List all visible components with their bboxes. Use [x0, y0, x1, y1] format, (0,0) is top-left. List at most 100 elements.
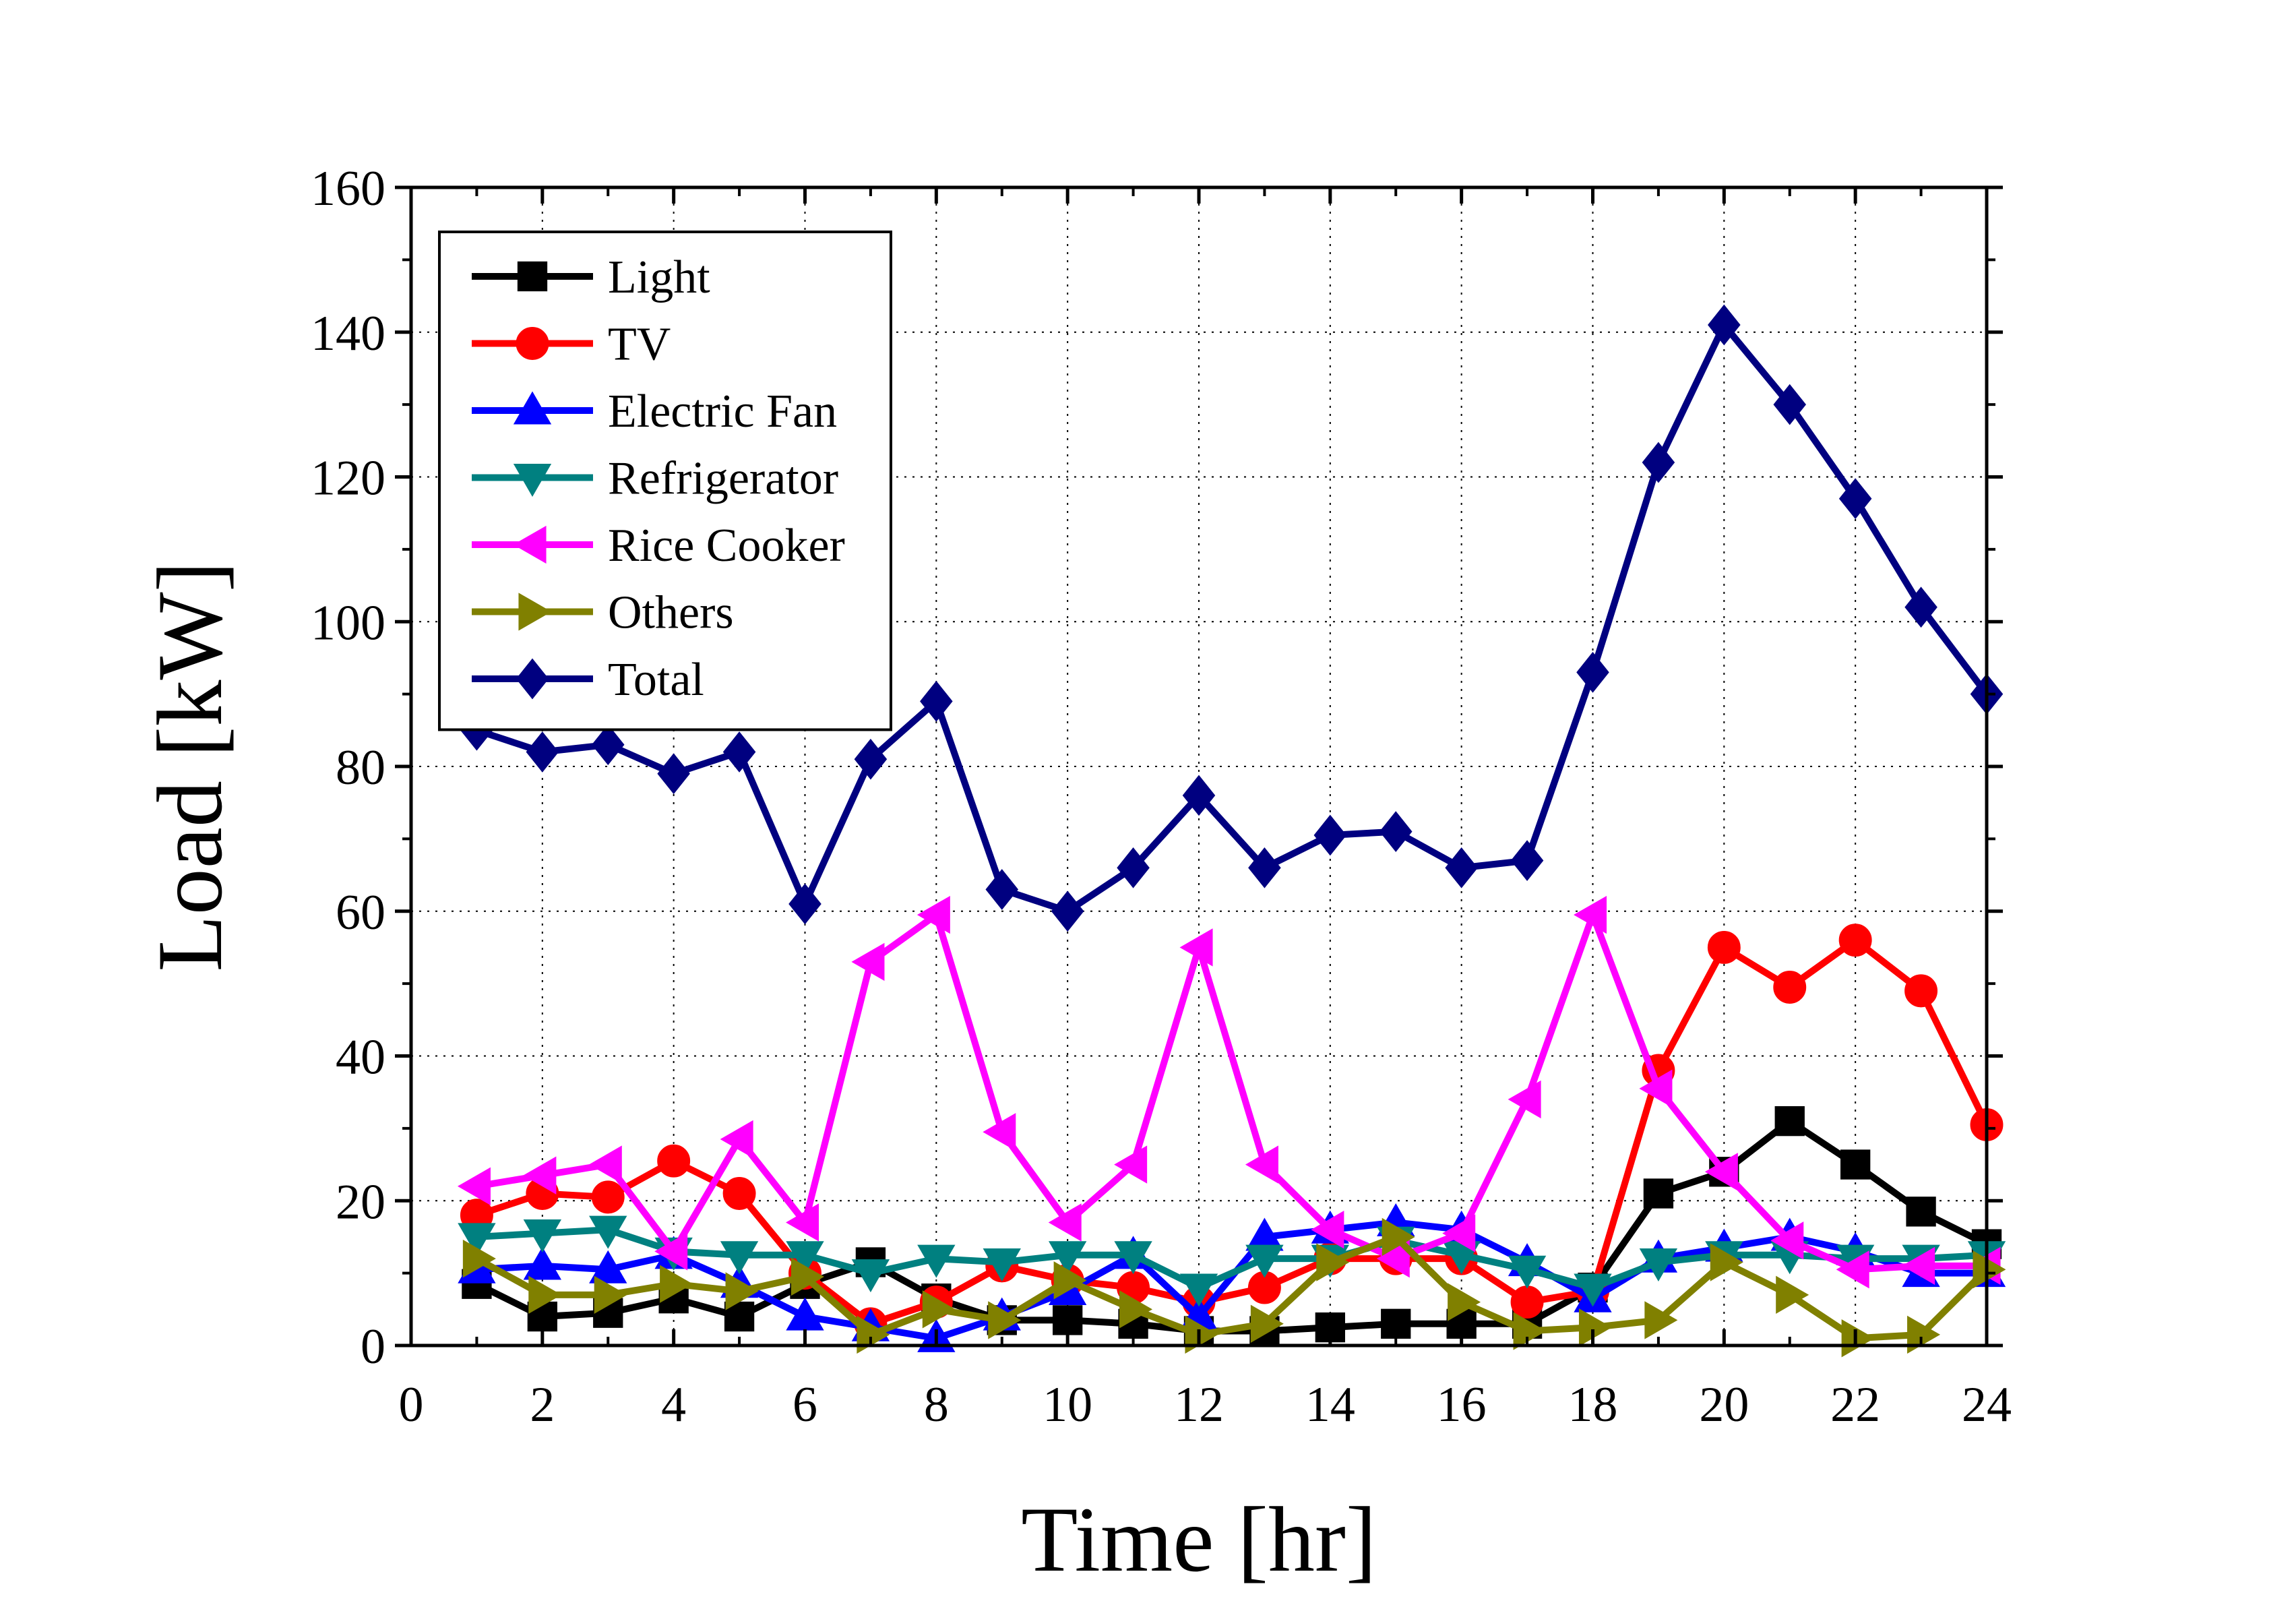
data-point-others	[1578, 1308, 1612, 1347]
legend-label: Total	[608, 654, 704, 706]
data-point-others	[1382, 1217, 1415, 1257]
data-point-others	[594, 1275, 627, 1314]
data-point-tv	[1773, 971, 1807, 1004]
data-point-refrigerator	[917, 1244, 956, 1278]
legend-item-tv: TV	[472, 319, 671, 371]
legend-item-rice-cooker: Rice Cooker	[472, 520, 845, 572]
data-point-total	[1904, 586, 1937, 628]
legend-label: Others	[608, 587, 734, 639]
data-point-rice-cooker	[1376, 1239, 1410, 1278]
data-point-total	[657, 753, 690, 795]
x-tick-label: 4	[661, 1377, 686, 1432]
data-point-rice-cooker	[1442, 1214, 1476, 1252]
data-point-light	[1840, 1149, 1871, 1180]
data-point-total	[526, 731, 559, 773]
data-point-total	[1642, 442, 1675, 483]
x-tick-label: 2	[530, 1377, 555, 1432]
legend-item-refrigerator: Refrigerator	[472, 453, 838, 505]
y-tick-label: 0	[361, 1319, 385, 1374]
data-point-rice-cooker	[1770, 1221, 1804, 1260]
x-tick-label: 20	[1699, 1377, 1749, 1432]
x-tick-label: 16	[1437, 1377, 1487, 1432]
legend-label: Refrigerator	[608, 453, 838, 505]
data-point-total	[1182, 775, 1216, 816]
data-point-total	[854, 738, 888, 780]
axes: 0 2 4 6 8 10 12 14 16 18 20 22 240204060801001201401…	[311, 161, 2012, 1432]
legend-item-others: Others	[472, 587, 734, 639]
data-point-total	[1510, 840, 1544, 881]
x-tick-label: 14	[1305, 1377, 1355, 1432]
data-point-rice-cooker	[1179, 928, 1213, 967]
data-point-rice-cooker	[1639, 1069, 1673, 1108]
data-point-rice-cooker	[1311, 1211, 1344, 1249]
y-tick-label: 40	[336, 1030, 385, 1085]
data-point-refrigerator	[1245, 1244, 1284, 1278]
data-point-total	[591, 724, 625, 766]
data-point-tv	[591, 1180, 625, 1214]
x-tick-label: 8	[924, 1377, 949, 1432]
data-point-others	[1907, 1315, 1941, 1354]
data-point-total	[1838, 478, 1872, 520]
data-point-tv	[1510, 1286, 1544, 1319]
data-point-others	[1185, 1315, 1218, 1354]
data-point-others	[1710, 1243, 1743, 1281]
legend-marker-rice-cooker	[513, 525, 547, 564]
data-point-tv	[722, 1177, 756, 1210]
data-point-rice-cooker	[786, 1203, 819, 1242]
data-point-refrigerator	[589, 1215, 627, 1249]
legend: Light TV Electric Fan Refrigerator Rice Cook…	[438, 231, 892, 731]
data-point-rice-cooker	[1245, 1145, 1278, 1184]
data-point-total	[788, 883, 821, 925]
data-point-others	[1316, 1243, 1350, 1281]
legend-marker-electric-fan	[513, 391, 552, 425]
data-point-electric-fan	[589, 1250, 627, 1283]
legend-label: Electric Fan	[608, 386, 837, 437]
y-tick-label: 80	[336, 740, 385, 795]
y-tick-label: 100	[311, 595, 385, 651]
data-point-refrigerator	[1639, 1248, 1678, 1281]
data-point-others	[1448, 1283, 1481, 1321]
data-point-total	[722, 731, 756, 773]
data-point-refrigerator	[720, 1241, 759, 1275]
legend-marker-refrigerator	[513, 463, 552, 497]
data-point-rice-cooker	[588, 1145, 622, 1184]
series-rice-cooker	[457, 895, 2001, 1289]
data-point-light	[1774, 1106, 1805, 1137]
data-point-total	[985, 869, 1019, 910]
y-tick-label: 120	[311, 451, 385, 506]
data-point-others	[1776, 1275, 1809, 1314]
data-point-rice-cooker	[917, 895, 950, 934]
data-point-total	[1313, 814, 1347, 856]
legend-marker-others	[518, 593, 552, 631]
data-point-rice-cooker	[1114, 1145, 1148, 1184]
data-point-refrigerator	[1179, 1273, 1218, 1307]
x-tick-label: 10	[1043, 1377, 1092, 1432]
data-point-refrigerator	[1114, 1241, 1152, 1275]
data-point-others	[528, 1275, 562, 1314]
data-point-total	[920, 681, 953, 722]
data-point-rice-cooker	[654, 1232, 688, 1271]
data-point-light	[1643, 1178, 1674, 1209]
y-tick-label: 60	[336, 885, 385, 940]
data-point-rice-cooker	[1836, 1250, 1869, 1289]
data-point-light	[724, 1301, 755, 1332]
y-tick-label: 140	[311, 306, 385, 361]
x-tick-label: 6	[793, 1377, 817, 1432]
data-point-rice-cooker	[1048, 1203, 1082, 1242]
data-point-light	[1906, 1197, 1936, 1227]
series-others	[462, 1217, 2006, 1358]
data-point-rice-cooker	[1574, 895, 1607, 934]
legend-marker-total	[516, 658, 549, 700]
data-point-others	[790, 1257, 824, 1296]
data-point-refrigerator	[458, 1223, 496, 1257]
data-point-rice-cooker	[1704, 1153, 1738, 1191]
data-point-others	[1250, 1304, 1284, 1343]
data-point-refrigerator	[983, 1248, 1021, 1281]
data-point-total	[1379, 811, 1413, 852]
y-tick-label: 160	[311, 161, 385, 216]
data-point-rice-cooker	[1508, 1080, 1541, 1119]
legend-item-electric-fan: Electric Fan	[472, 386, 837, 437]
data-point-tv	[1838, 924, 1872, 957]
y-tick-label: 20	[336, 1174, 385, 1230]
